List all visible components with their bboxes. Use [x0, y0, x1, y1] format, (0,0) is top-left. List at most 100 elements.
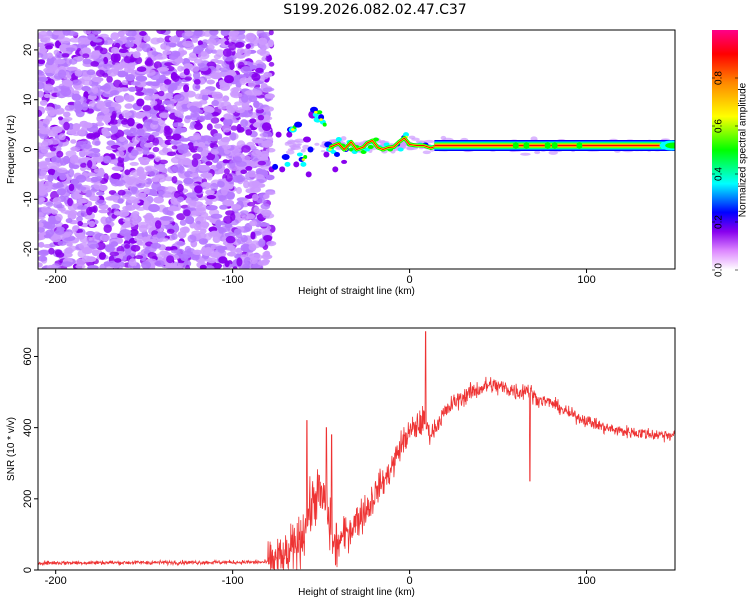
noise-mark — [215, 245, 228, 251]
noise-mark — [84, 212, 95, 220]
noise-mark — [268, 30, 274, 36]
noise-mark — [247, 181, 259, 189]
noise-mark — [300, 148, 306, 153]
noise-mark — [45, 201, 54, 207]
y-axis-label: Frequency (Hz) — [6, 115, 17, 184]
noise-mark — [263, 194, 270, 199]
noise-mark — [164, 186, 177, 194]
noise-mark — [222, 48, 232, 57]
noise-mark — [118, 48, 129, 53]
noise-mark — [132, 51, 141, 59]
noise-mark — [159, 216, 172, 221]
noise-mark — [155, 220, 162, 229]
noise-mark — [135, 75, 148, 82]
noise-mark — [110, 32, 120, 40]
noise-mark — [194, 185, 203, 194]
noise-mark — [132, 215, 142, 223]
noise-mark — [230, 213, 236, 221]
noise-mark — [136, 123, 144, 130]
colorbar-tick-label: 0.8 — [714, 71, 725, 85]
noise-mark — [230, 132, 237, 141]
colorbar-tick-label: 0.0 — [714, 263, 725, 277]
noise-mark — [69, 104, 75, 110]
noise-mark — [76, 210, 86, 218]
x-tick-label: -100 — [222, 575, 244, 587]
signal-blob — [275, 131, 282, 138]
noise-mark — [96, 69, 105, 78]
noise-mark — [128, 175, 141, 183]
noise-mark — [200, 145, 209, 153]
noise-mark — [170, 71, 178, 81]
noise-mark — [74, 69, 83, 77]
noise-mark — [81, 102, 89, 111]
noise-mark — [78, 96, 87, 104]
noise-mark — [232, 266, 238, 269]
noise-mark — [71, 79, 82, 86]
noise-mark — [114, 42, 121, 49]
noise-mark — [40, 250, 49, 255]
noise-mark — [81, 255, 92, 263]
noise-mark — [144, 142, 154, 148]
signal-blob — [364, 147, 371, 152]
noise-mark — [163, 127, 173, 135]
noise-mark — [73, 157, 84, 164]
noise-mark — [109, 90, 120, 96]
noise-mark — [147, 154, 155, 159]
noise-mark — [102, 83, 111, 92]
noise-mark — [87, 33, 96, 41]
noise-mark — [229, 159, 236, 169]
noise-mark — [75, 140, 87, 150]
noise-mark — [119, 209, 130, 217]
noise-mark — [223, 168, 230, 175]
noise-mark — [129, 229, 139, 237]
noise-mark — [245, 129, 253, 136]
noise-mark — [113, 211, 122, 216]
noise-mark — [91, 76, 104, 83]
noise-mark — [258, 238, 266, 248]
noise-mark — [110, 241, 119, 247]
noise-mark — [113, 79, 122, 88]
noise-mark — [58, 37, 71, 44]
noise-mark — [188, 55, 198, 61]
noise-mark — [258, 222, 270, 227]
noise-mark — [210, 213, 223, 219]
noise-mark — [193, 78, 201, 85]
noise-mark — [79, 120, 89, 128]
noise-mark — [228, 42, 237, 51]
noise-mark — [168, 42, 177, 48]
chart-title: S199.2026.082.02.47.C37 — [283, 2, 467, 18]
noise-mark — [196, 232, 207, 239]
signal-blob — [303, 136, 311, 143]
noise-mark — [236, 186, 242, 195]
noise-mark — [48, 247, 55, 255]
noise-mark — [103, 224, 112, 233]
noise-mark — [215, 219, 222, 228]
noise-mark — [92, 38, 103, 43]
noise-mark — [158, 159, 168, 165]
noise-mark — [38, 255, 48, 262]
noise-mark — [44, 83, 54, 91]
snr-series-line — [38, 331, 675, 570]
noise-mark — [143, 35, 151, 42]
noise-mark — [217, 139, 229, 146]
noise-mark — [200, 151, 209, 157]
noise-mark — [162, 50, 172, 55]
x-tick-label: -200 — [45, 575, 67, 587]
colorbar-label: Normalized spectral amplitude — [738, 82, 749, 217]
noise-mark — [194, 224, 202, 231]
noise-mark — [99, 184, 108, 192]
noise-mark — [133, 235, 144, 242]
noise-mark — [109, 119, 119, 125]
carrier-dot — [523, 142, 530, 149]
noise-mark — [171, 176, 178, 184]
noise-mark — [153, 61, 162, 69]
noise-mark — [248, 243, 256, 251]
noise-mark — [121, 79, 128, 86]
noise-mark — [252, 139, 264, 144]
noise-mark — [111, 173, 121, 180]
noise-mark — [220, 187, 228, 196]
noise-mark — [249, 118, 257, 124]
noise-mark — [134, 255, 144, 260]
noise-mark — [224, 40, 230, 46]
